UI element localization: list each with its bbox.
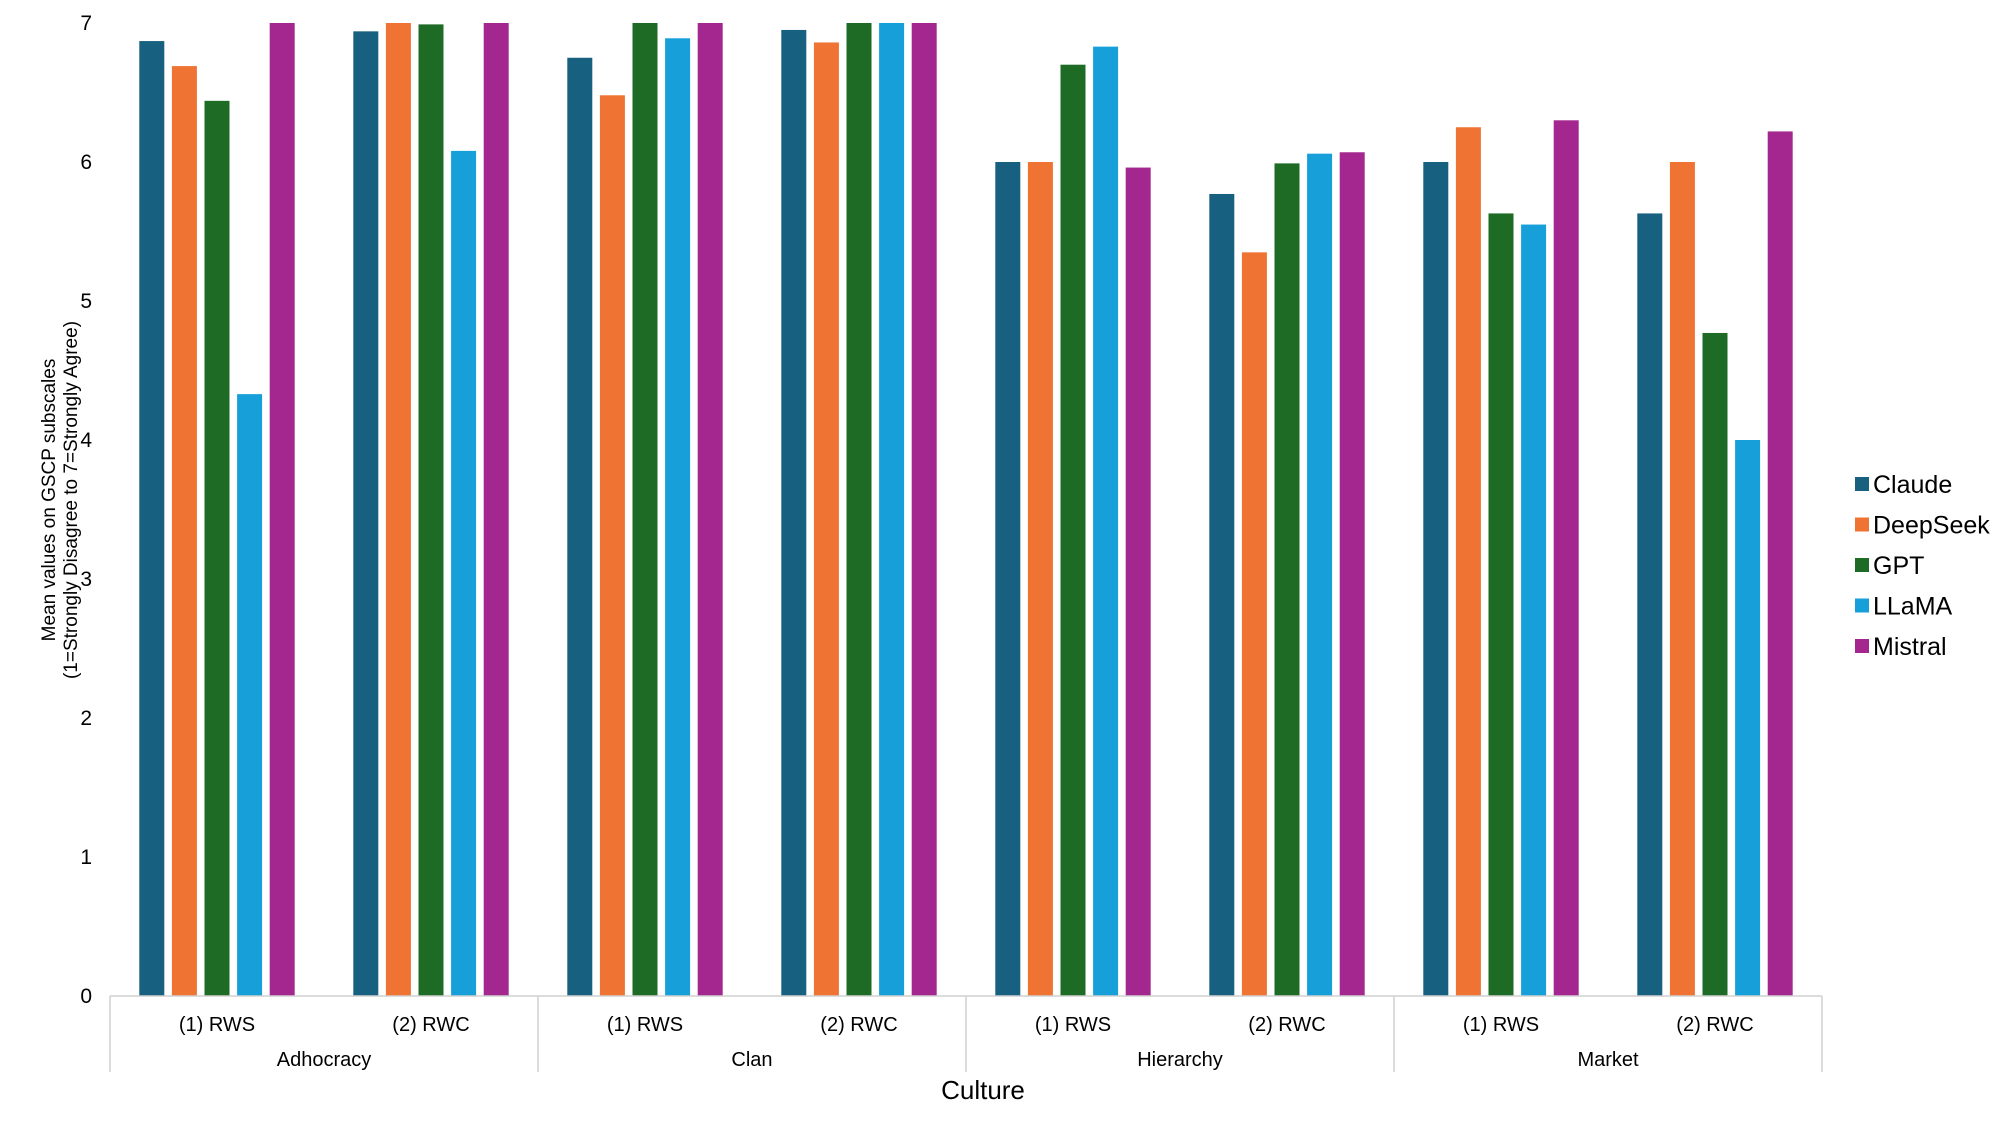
legend-label: LLaMA (1873, 593, 1953, 621)
y-tick-label: 0 (80, 985, 92, 1008)
x-group-label: Market (1577, 1049, 1639, 1071)
y-tick-label: 4 (80, 429, 92, 452)
y-axis-title: Mean values on GSCP subscales (1=Strongl… (39, 321, 82, 679)
y-tick-label: 1 (80, 846, 92, 869)
bar-claude-7 (1423, 162, 1449, 996)
legend-swatch (1855, 558, 1869, 572)
legend-swatch (1855, 598, 1869, 613)
x-subcategory-label: (1) RWS (1463, 1014, 1539, 1036)
bar-gpt-5 (1060, 64, 1086, 996)
legend-label: DeepSeek (1873, 512, 1990, 540)
x-axis-category-labels: (1) RWS (2) RWC Adhocracy (1) RWS (2) RWC Cla… (179, 1014, 1754, 1071)
bar-llama-5 (1093, 46, 1119, 996)
bar-mistral-3 (697, 23, 723, 996)
bar-mistral-6 (1339, 152, 1365, 996)
legend-label: Claude (1873, 471, 1952, 499)
bar-mistral-5 (1125, 167, 1151, 996)
bar-claude-3 (567, 57, 593, 996)
legend-item-llama: LLaMA (1855, 593, 1953, 621)
legend-swatch (1855, 477, 1869, 491)
bar-gpt-6 (1274, 163, 1300, 996)
bar-deepseek-3 (599, 95, 625, 996)
bar-gpt-3 (632, 23, 658, 996)
x-subcategory-label: (2) RWC (820, 1014, 897, 1036)
bar-claude-4 (781, 29, 807, 996)
legend-swatch (1855, 639, 1869, 653)
bar-deepseek-6 (1241, 252, 1267, 997)
bar-deepseek-7 (1455, 127, 1481, 996)
x-group-label: Clan (731, 1049, 772, 1071)
legend-item-gpt: GPT (1855, 552, 1924, 580)
y-tick-label: 7 (80, 12, 92, 35)
x-group-label: Hierarchy (1137, 1049, 1223, 1071)
x-group-label: Adhocracy (277, 1049, 372, 1071)
bar-llama-4 (879, 23, 905, 996)
x-subcategory-label: (1) RWS (1035, 1014, 1111, 1036)
bar-gpt-7 (1488, 213, 1514, 996)
legend-label: Mistral (1873, 633, 1947, 661)
bar-deepseek-1 (171, 66, 197, 997)
bar-deepseek-8 (1669, 162, 1695, 996)
bar-llama-3 (665, 38, 691, 997)
bar-claude-5 (995, 162, 1021, 996)
legend-item-deepseek: DeepSeek (1855, 512, 1990, 540)
bar-mistral-4 (911, 23, 937, 996)
y-tick-label: 5 (80, 290, 92, 313)
bar-mistral-8 (1767, 131, 1793, 997)
bar-gpt-4 (846, 23, 872, 996)
bar-claude-6 (1209, 193, 1235, 997)
bar-gpt-8 (1702, 332, 1728, 997)
bar-gpt-2 (418, 24, 444, 996)
y-tick-label: 3 (80, 568, 92, 591)
bar-mistral-1 (269, 23, 295, 996)
legend-label: GPT (1873, 552, 1924, 580)
y-tick-label: 2 (80, 707, 92, 730)
legend-item-claude: Claude (1855, 471, 1952, 499)
x-subcategory-label: (1) RWS (607, 1014, 683, 1036)
x-subcategory-label: (1) RWS (179, 1014, 255, 1036)
bar-llama-7 (1521, 224, 1547, 997)
bar-mistral-2 (483, 23, 509, 996)
legend-item-mistral: Mistral (1855, 633, 1947, 661)
x-axis-lines (109, 995, 1823, 1072)
bar-mistral-7 (1553, 120, 1579, 997)
bar-gpt-1 (204, 100, 230, 997)
y-tick-label: 6 (80, 151, 92, 174)
bar-deepseek-4 (813, 42, 839, 996)
y-axis-ticks: 0 1 2 3 4 5 6 7 (80, 12, 92, 1008)
bar-llama-6 (1307, 153, 1333, 996)
bar-deepseek-2 (385, 23, 411, 996)
legend-swatch (1855, 517, 1869, 532)
x-subcategory-label: (2) RWC (392, 1014, 469, 1036)
bar-claude-8 (1637, 213, 1663, 996)
y-axis-title-line-1: Mean values on GSCP subscales (39, 359, 60, 642)
legend: Claude DeepSeek GPT LLaMA Mistral (1855, 471, 1990, 661)
bar-series (139, 23, 1793, 997)
bar-deepseek-5 (1027, 162, 1053, 996)
x-axis-title: Culture (941, 1075, 1025, 1105)
bar-claude-2 (353, 31, 379, 996)
x-subcategory-label: (2) RWC (1676, 1014, 1753, 1036)
bar-llama-8 (1735, 440, 1761, 996)
x-subcategory-label: (2) RWC (1248, 1014, 1325, 1036)
bar-llama-2 (451, 150, 477, 996)
bar-llama-1 (237, 394, 263, 996)
y-axis-title-line-2: (1=Strongly Disagree to 7=Strongly Agree… (61, 321, 82, 679)
bar-claude-1 (139, 41, 165, 996)
